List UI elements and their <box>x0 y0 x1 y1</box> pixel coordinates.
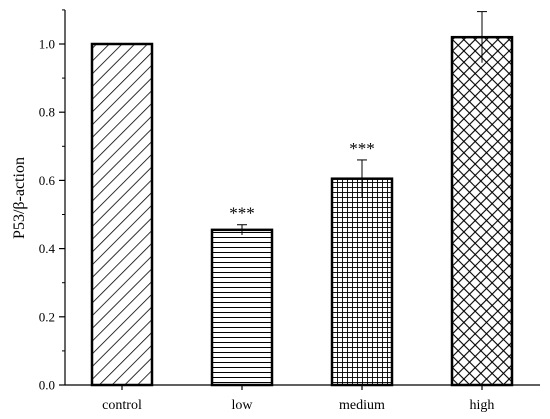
y-tick-label: 0.6 <box>39 173 56 188</box>
y-tick-label: 1.0 <box>39 37 55 52</box>
y-axis-label: P53/β-action <box>11 157 28 239</box>
x-tick-label: medium <box>339 398 385 413</box>
bars <box>90 35 514 387</box>
x-tick-label: low <box>232 398 254 413</box>
x-tick-label: high <box>470 398 495 413</box>
x-tick-label: control <box>102 398 142 413</box>
bar-high <box>450 35 514 387</box>
y-tick-label: 0.0 <box>39 378 55 393</box>
bar-low <box>210 228 274 387</box>
error-bars <box>237 11 487 235</box>
bar-medium <box>330 177 394 387</box>
labels: control *** low *** medium high <box>102 139 494 413</box>
y-tick-label: 0.8 <box>39 105 55 120</box>
y-tick-label: 0.4 <box>39 241 56 256</box>
y-tick-label: 0.2 <box>39 309 55 324</box>
significance-low: *** <box>229 204 255 223</box>
bar-control <box>90 42 154 387</box>
significance-medium: *** <box>349 139 375 158</box>
